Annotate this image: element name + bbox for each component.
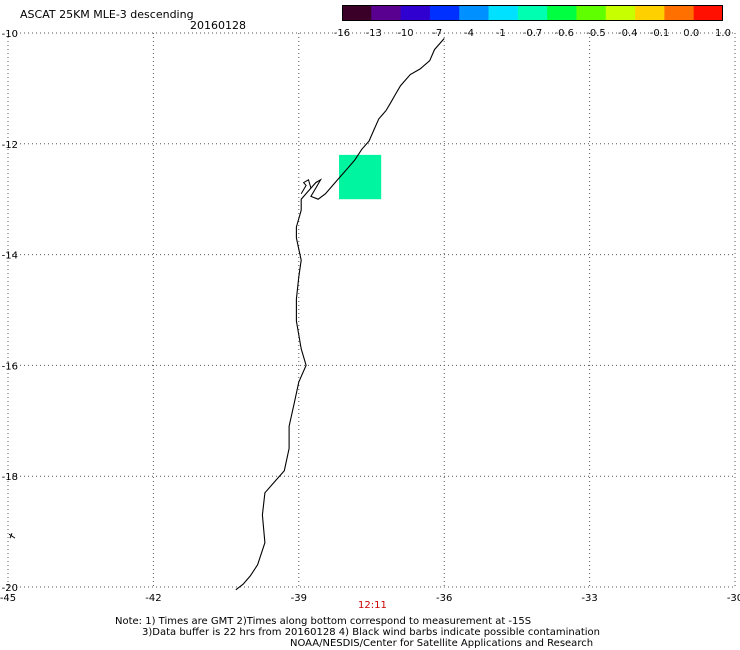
longitude-tick-label: -33 <box>581 593 597 604</box>
wind-barb <box>8 532 16 539</box>
colorbar-segment <box>517 5 548 21</box>
longitude-tick-label: -30 <box>727 593 740 604</box>
longitude-tick-label: -42 <box>145 593 161 604</box>
colorbar-tick-label: 1.0 <box>715 28 731 39</box>
longitude-tick-label: -39 <box>291 593 307 604</box>
colorbar-segment <box>371 5 402 21</box>
colorbar-tick-label: -0.1 <box>650 28 670 39</box>
colorbar-segment <box>342 5 372 21</box>
latitude-tick-label: -10 <box>2 29 18 40</box>
colorbar-segment <box>664 5 695 21</box>
note-line-3: NOAA/NESDIS/Center for Satellite Applica… <box>290 638 594 649</box>
colorbar-tick-label: 0.0 <box>683 28 699 39</box>
note-line-2: 3)Data buffer is 22 hrs from 20160128 4)… <box>142 627 600 638</box>
colorbar-segment <box>459 5 490 21</box>
colorbar-tick-label: -7 <box>432 28 442 39</box>
longitude-tick-label: -45 <box>0 593 16 604</box>
coastline <box>235 38 445 591</box>
colorbar-segment <box>635 5 665 21</box>
product-date: 20160128 <box>190 19 246 32</box>
time-label: 12:11 <box>358 600 387 611</box>
colorbar <box>342 5 723 21</box>
colorbar-segment <box>488 5 519 21</box>
latitude-tick-label: -14 <box>2 251 18 262</box>
colorbar-segment <box>605 5 636 21</box>
colorbar-tick-label: -16 <box>334 28 350 39</box>
product-title: ASCAT 25KM MLE-3 descending <box>20 8 194 21</box>
latitude-tick-label: -18 <box>2 472 18 483</box>
latitude-tick-label: -16 <box>2 361 18 372</box>
colorbar-segment <box>547 5 577 21</box>
latitude-tick-label: -20 <box>2 583 18 594</box>
colorbar-segment <box>429 5 460 21</box>
colorbar-segment <box>693 5 723 21</box>
latitude-tick-label: -12 <box>2 140 18 151</box>
colorbar-tick-label: -10 <box>397 28 413 39</box>
note-line-1: Note: 1) Times are GMT 2)Times along bot… <box>115 616 532 627</box>
colorbar-tick-label: -0.4 <box>618 28 638 39</box>
wind-data-cell <box>339 154 382 200</box>
longitude-tick-label: -36 <box>436 593 452 604</box>
colorbar-segment <box>576 5 607 21</box>
coastline-bay <box>300 179 312 194</box>
colorbar-segment <box>400 5 431 21</box>
colorbar-tick-label: -13 <box>366 28 382 39</box>
